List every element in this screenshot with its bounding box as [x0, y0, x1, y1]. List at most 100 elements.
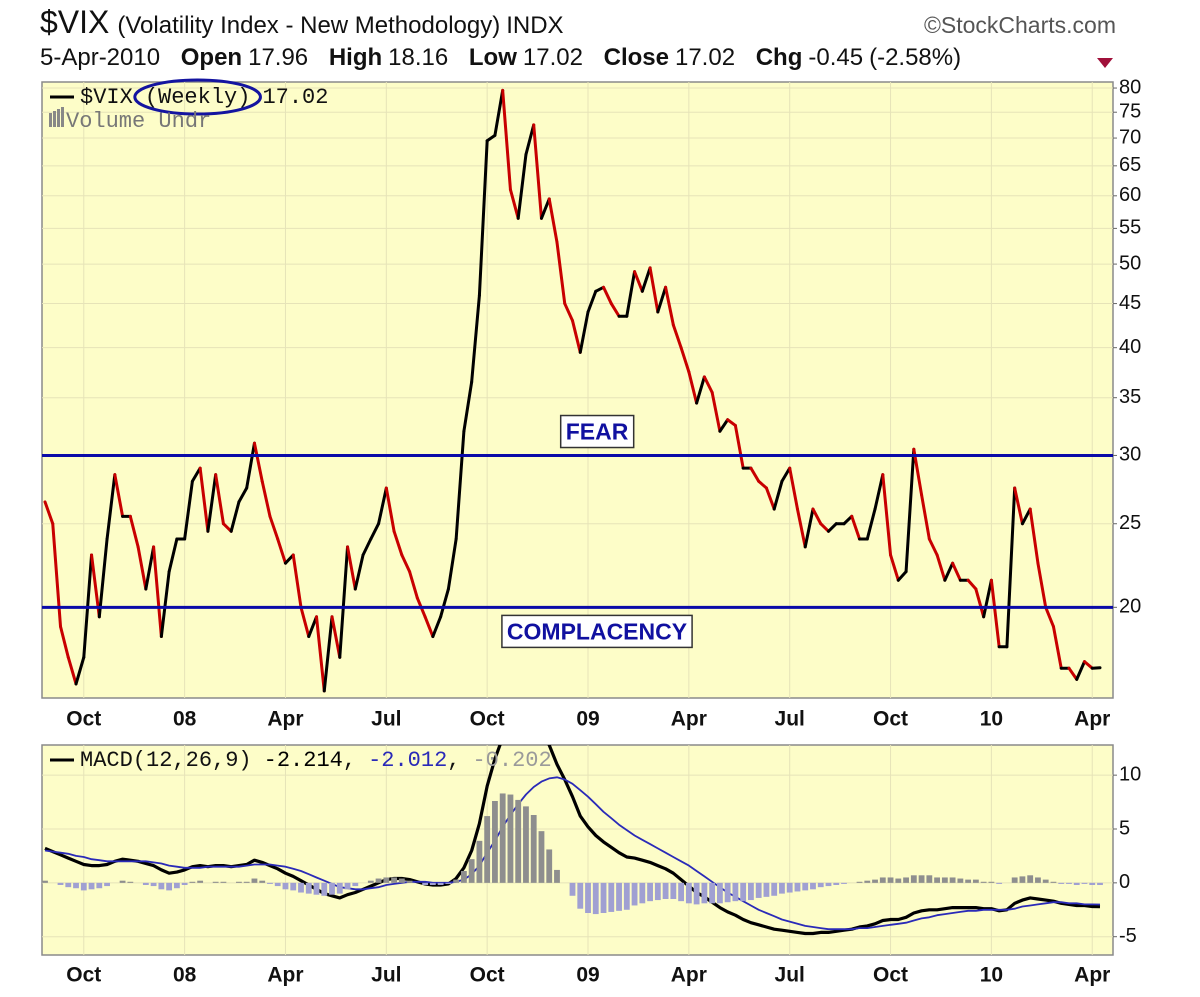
- histogram-bar: [166, 882, 173, 891]
- histogram-bar: [701, 882, 708, 904]
- histogram-bar: [282, 882, 289, 890]
- histogram-bar: [298, 882, 304, 893]
- line-segment: [935, 553, 947, 582]
- line-segment: [795, 507, 807, 549]
- histogram-bar: [616, 882, 622, 911]
- histogram-bar: [367, 880, 374, 883]
- histogram-bar: [530, 815, 537, 883]
- symbol: $VIX: [40, 4, 110, 40]
- histogram-bar: [631, 882, 638, 906]
- histogram-bar: [856, 881, 863, 883]
- histogram-bar: [810, 882, 816, 890]
- legend-label: MACD(12,26,9): [80, 748, 252, 773]
- histogram-bar: [740, 882, 747, 902]
- histogram-bar: [453, 879, 460, 883]
- line-segment: [1028, 507, 1040, 565]
- x-tick-label: 08: [173, 964, 197, 987]
- line-segment: [989, 578, 1001, 649]
- open: 17.96: [248, 44, 309, 71]
- histogram-bar: [251, 878, 258, 883]
- line-segment: [656, 285, 668, 314]
- histogram-bar: [817, 882, 824, 888]
- line-segment: [687, 370, 699, 405]
- line-segment: [252, 441, 264, 483]
- histogram-bar: [926, 875, 933, 883]
- histogram-bar: [833, 882, 840, 885]
- line-segment: [105, 473, 117, 541]
- histogram-bar: [709, 882, 716, 904]
- line-segment: [346, 545, 357, 591]
- histogram-bar: [872, 879, 878, 883]
- histogram-bar: [980, 881, 987, 883]
- histogram-bar: [895, 878, 902, 883]
- line-segment: [384, 486, 396, 533]
- legend-value: -2.012: [368, 748, 447, 773]
- line-segment: [586, 289, 598, 314]
- line-segment: [524, 123, 536, 156]
- histogram-bar: [236, 881, 242, 883]
- legend-icon: [49, 113, 52, 127]
- x-tick-label: Apr: [671, 964, 707, 987]
- histogram-bar: [344, 882, 351, 890]
- histogram-bar: [437, 882, 444, 885]
- x-tick-label: Apr: [267, 708, 303, 731]
- line-segment: [850, 514, 862, 541]
- reference-label: FEAR: [566, 419, 629, 445]
- line-segment: [221, 522, 233, 533]
- description: (Volatility Index - New Methodology): [117, 12, 501, 39]
- histogram-bar: [499, 793, 506, 883]
- histogram-bar: [375, 878, 382, 883]
- histogram-bar: [398, 878, 405, 883]
- x-tick-label: Oct: [66, 708, 101, 731]
- legend-icon: [61, 107, 64, 127]
- line-segment: [501, 88, 512, 192]
- histogram-bar: [336, 882, 343, 894]
- line-segment: [113, 473, 125, 518]
- date: 5-Apr-2010: [40, 44, 161, 71]
- line-segment: [268, 514, 280, 541]
- x-tick-label: Apr: [671, 708, 707, 731]
- x-tick-label: Apr: [1074, 964, 1110, 987]
- line-segment: [291, 553, 303, 609]
- line-segment: [664, 285, 675, 327]
- line-segment: [377, 486, 388, 526]
- histogram-bar: [608, 882, 615, 912]
- line-segment: [1036, 561, 1048, 609]
- close: 17.02: [674, 44, 736, 71]
- line-segment: [571, 319, 582, 354]
- histogram-bar: [1035, 877, 1041, 883]
- line-segment: [353, 553, 365, 591]
- line-segment: [966, 578, 978, 591]
- histogram-bar: [127, 881, 134, 883]
- legend-extra: Volume Undr: [66, 109, 211, 134]
- line-segment: [710, 390, 722, 433]
- histogram-bar: [119, 880, 126, 883]
- line-segment: [671, 323, 683, 350]
- histogram-bar: [104, 882, 110, 887]
- line-segment: [315, 615, 326, 693]
- histogram-bar: [941, 877, 948, 883]
- y-tick-label: 10: [1119, 763, 1141, 785]
- x-tick-label: Jul: [371, 708, 401, 731]
- histogram-bar: [1042, 879, 1049, 883]
- reference-label-box: [501, 614, 693, 649]
- x-tick-label: Apr: [267, 964, 303, 987]
- line-segment: [43, 500, 55, 526]
- histogram-bar: [220, 881, 227, 883]
- line-segment: [943, 561, 955, 582]
- histogram-bar: [484, 816, 491, 883]
- histogram-bar: [173, 882, 180, 889]
- line-segment: [788, 466, 799, 511]
- legend-icon: [53, 111, 56, 127]
- legend-label: $VIX: [80, 85, 133, 110]
- histogram-bar: [639, 882, 646, 904]
- legend-value: -0.202: [472, 748, 551, 773]
- line-segment: [881, 473, 893, 557]
- histogram-bar: [864, 880, 871, 883]
- plot-area: [41, 744, 1114, 956]
- histogram-bar: [841, 882, 847, 884]
- line-segment: [431, 615, 443, 639]
- histogram-bar: [1073, 882, 1080, 885]
- x-tick-label: Jul: [775, 708, 805, 731]
- line-segment: [873, 473, 885, 511]
